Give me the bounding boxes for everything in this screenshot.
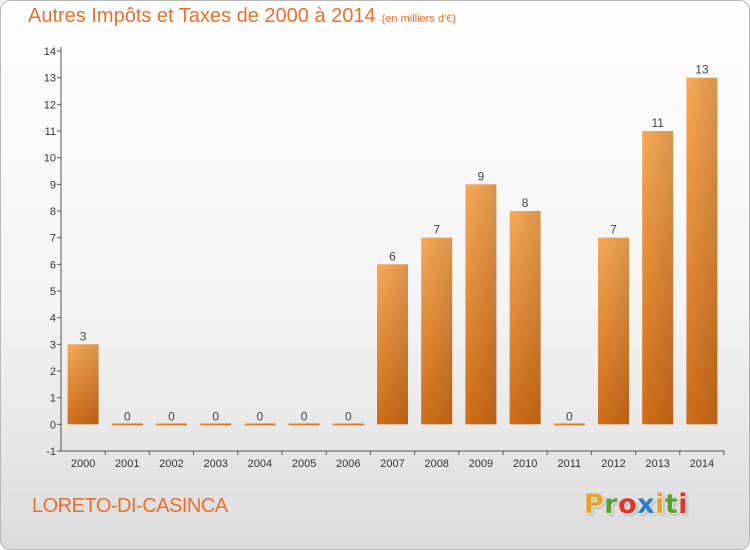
bar-shade	[67, 344, 99, 425]
y-tick-label: 0	[50, 419, 56, 431]
data-label: 11	[651, 116, 664, 130]
x-tick-label: 2010	[513, 458, 537, 470]
x-tick-label: 2004	[248, 458, 272, 470]
y-tick-label: 1	[50, 393, 56, 405]
data-label: 0	[566, 409, 573, 423]
x-tick-label: 2000	[71, 458, 95, 470]
y-tick-label: 4	[50, 313, 56, 325]
data-label: 0	[168, 409, 175, 423]
bar-shade	[421, 237, 453, 425]
x-tick-label: 2014	[690, 458, 714, 470]
x-tick-label: 2002	[159, 458, 183, 470]
y-tick-label: 13	[44, 73, 56, 85]
bar-shade	[332, 423, 364, 426]
bar-shade	[288, 423, 320, 426]
bar-shade	[156, 423, 187, 426]
data-label: 0	[212, 409, 219, 423]
data-labels: 3 0 0 0 0 0 0 6 7 9 8 0 7 11 13	[80, 63, 709, 424]
logo-letter: i	[678, 489, 689, 520]
x-tick-label: 2001	[115, 458, 139, 470]
bar-shade	[509, 211, 541, 425]
y-tick-label: 3	[50, 339, 56, 351]
bar-shade	[244, 423, 276, 426]
chart-title-text: Autres Impôts et Taxes de 2000 à 2014	[28, 5, 376, 27]
logo-letter: r	[604, 489, 619, 520]
bar-shade	[111, 423, 143, 426]
x-tick-label: 2011	[557, 458, 581, 470]
bar-shade	[686, 77, 718, 425]
y-tick-label: 6	[50, 259, 56, 271]
y-tick-label: 10	[44, 153, 56, 165]
y-tick-label: 5	[50, 286, 56, 298]
bar-shade	[377, 264, 408, 425]
data-label: 7	[433, 223, 440, 237]
y-tick-label: -1	[46, 446, 56, 458]
data-label: 3	[80, 329, 87, 343]
x-tick-label: 2007	[380, 458, 404, 470]
data-label: 0	[345, 409, 352, 423]
x-tick-label: 2003	[203, 458, 227, 470]
bar-shade	[465, 184, 497, 425]
logo-letter: x	[637, 489, 656, 520]
chart-title: Autres Impôts et Taxes de 2000 à 2014 (en…	[28, 5, 456, 28]
logo-letter: P	[584, 489, 605, 520]
data-label: 0	[301, 409, 308, 423]
data-label: 0	[124, 409, 131, 423]
chart-subtitle: (en milliers d'€)	[381, 13, 456, 25]
logo-letter: i	[655, 489, 665, 520]
data-label: 8	[522, 196, 529, 210]
x-tick-label: 2013	[645, 458, 669, 470]
bar-shade	[598, 237, 629, 425]
logo-letter: t	[664, 489, 679, 520]
logo-letter: o	[618, 489, 638, 520]
y-tick-label: 8	[50, 206, 56, 218]
bar-shade	[200, 423, 232, 426]
data-label: 0	[257, 409, 264, 423]
y-tick-label: 12	[44, 99, 56, 111]
y-tick-label: 9	[50, 179, 56, 191]
x-tick-label: 2008	[424, 458, 448, 470]
data-label: 7	[610, 223, 617, 237]
bars	[67, 77, 718, 426]
data-label: 9	[478, 169, 485, 183]
y-tick-label: 2	[50, 366, 56, 378]
commune-name: LORETO-DI-CASINCA	[32, 495, 228, 517]
x-tick-label: 2005	[292, 458, 316, 470]
x-tick-label: 2012	[601, 458, 625, 470]
y-tick-label: 14	[44, 46, 56, 58]
data-label: 6	[389, 249, 396, 263]
y-tick-label: 11	[45, 126, 56, 138]
y-tick-label: 7	[50, 233, 56, 245]
x-tick-label: 2009	[469, 458, 493, 470]
x-tick-label: 2006	[336, 458, 360, 470]
proxiti-logo: Proxiti	[584, 489, 688, 520]
data-label: 13	[695, 63, 709, 77]
bar-shade	[553, 423, 585, 426]
bar-shade	[642, 131, 674, 425]
